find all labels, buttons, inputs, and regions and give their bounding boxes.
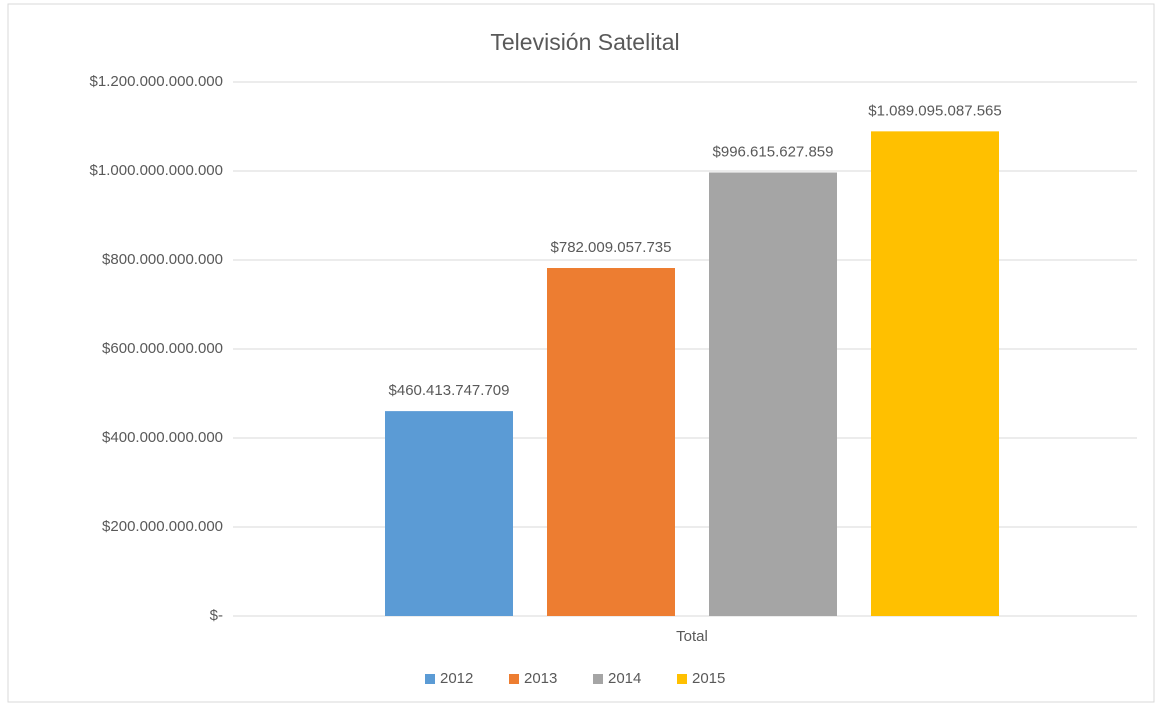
legend-swatch xyxy=(509,674,519,684)
legend-label: 2013 xyxy=(524,670,557,687)
y-tick-label: $600.000.000.000 xyxy=(102,340,223,357)
legend-label: 2014 xyxy=(608,670,641,687)
y-tick-label: $1.200.000.000.000 xyxy=(90,73,223,90)
bar xyxy=(871,131,999,616)
y-tick-label: $800.000.000.000 xyxy=(102,251,223,268)
chart-title: Televisión Satelital xyxy=(490,29,679,55)
data-label: $1.089.095.087.565 xyxy=(868,102,1001,119)
legend-swatch xyxy=(425,674,435,684)
legend-label: 2012 xyxy=(440,670,473,687)
legend-swatch xyxy=(677,674,687,684)
legend-label: 2015 xyxy=(692,670,725,687)
data-label: $460.413.747.709 xyxy=(389,382,510,399)
bar xyxy=(547,268,675,616)
y-tick-label: $400.000.000.000 xyxy=(102,429,223,446)
y-tick-label: $200.000.000.000 xyxy=(102,518,223,535)
y-tick-label: $- xyxy=(210,607,223,624)
y-tick-label: $1.000.000.000.000 xyxy=(90,162,223,179)
x-tick-label: Total xyxy=(676,628,708,645)
data-label: $782.009.057.735 xyxy=(551,239,672,256)
data-label: $996.615.627.859 xyxy=(713,143,834,160)
bar xyxy=(709,172,837,616)
legend-swatch xyxy=(593,674,603,684)
bar xyxy=(385,411,513,616)
